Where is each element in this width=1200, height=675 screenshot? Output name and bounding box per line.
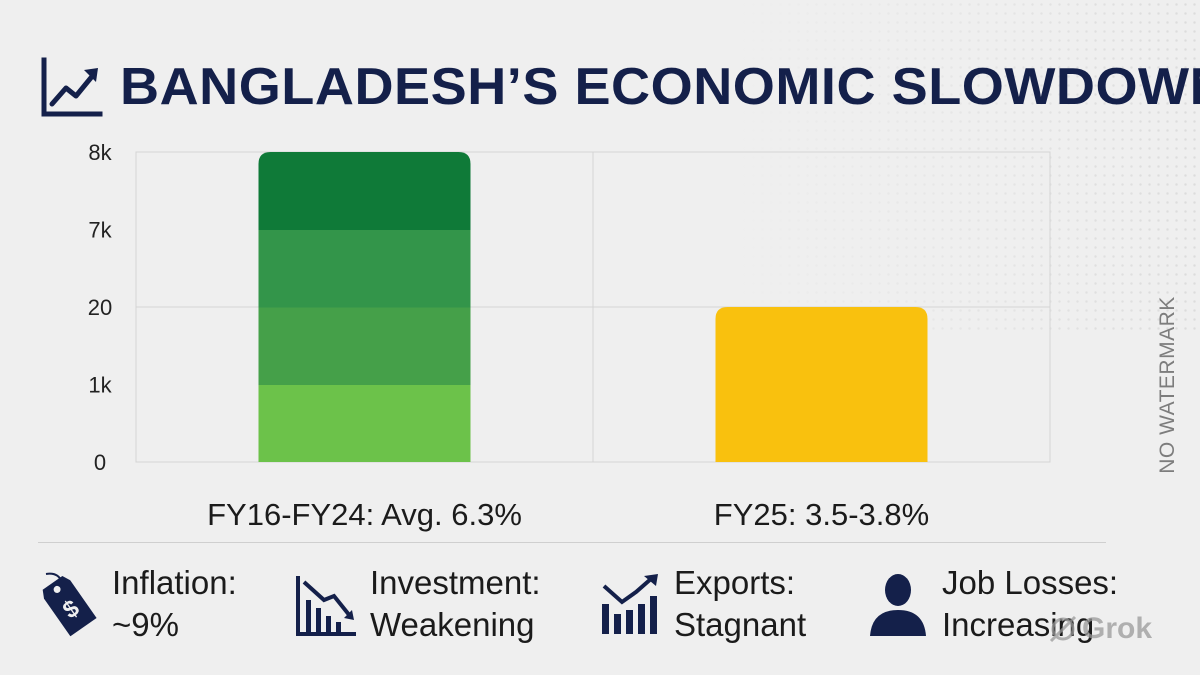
price-tag-dollar-icon: $ bbox=[42, 572, 97, 637]
y-tick-label: 1k bbox=[88, 373, 112, 398]
y-tick-label: 0 bbox=[94, 450, 106, 475]
stats-row: $ Inflation: ~9% Investment: Weakening bbox=[0, 562, 1200, 672]
stat-value: Stagnant bbox=[674, 606, 807, 643]
category-label: FY16-FY24: Avg. 6.3% bbox=[207, 497, 522, 532]
y-tick-label: 8k bbox=[88, 140, 112, 165]
y-tick-label: 7k bbox=[88, 218, 112, 243]
bar-chart-trend-icon bbox=[602, 574, 658, 634]
bar-segment bbox=[258, 229, 471, 308]
stat-investment: Investment: Weakening bbox=[294, 562, 541, 646]
bar bbox=[715, 307, 928, 462]
grok-logo-icon bbox=[1049, 615, 1077, 643]
bar-segment bbox=[258, 384, 471, 462]
stat-label: Inflation: bbox=[112, 564, 237, 601]
person-silhouette-icon bbox=[870, 574, 926, 636]
y-tick-label: 20 bbox=[88, 295, 112, 320]
watermark-text: NO WATERMARK bbox=[1156, 296, 1179, 474]
stat-label: Investment: bbox=[370, 564, 541, 601]
chart-bars bbox=[258, 152, 928, 462]
background-dot-pattern bbox=[740, 0, 1200, 330]
bar-segment bbox=[258, 152, 471, 230]
bar-segment bbox=[258, 307, 471, 385]
brand-name: Grok bbox=[1082, 612, 1153, 645]
page-title: BANGLADESH’S ECONOMIC SLOWDOWN bbox=[120, 58, 1200, 116]
brand-badge: Grok bbox=[1048, 612, 1152, 646]
bar bbox=[258, 152, 471, 462]
y-axis-ticks: 0 1k 20 7k 8k bbox=[88, 140, 113, 475]
x-axis-categories: FY16-FY24: Avg. 6.3% FY25: 3.5-3.8% bbox=[207, 497, 929, 532]
header: BANGLADESH’S ECONOMIC SLOWDOWN bbox=[38, 42, 1200, 132]
stat-inflation: $ Inflation: ~9% bbox=[36, 562, 237, 646]
stat-value: ~9% bbox=[112, 606, 179, 643]
declining-bar-chart-icon bbox=[296, 576, 356, 636]
stat-label: Exports: bbox=[674, 564, 796, 601]
line-chart-up-icon bbox=[41, 57, 103, 117]
divider bbox=[38, 542, 1106, 543]
bar-chart: 0 1k 20 7k 8k FY16-FY24: Avg. 6.3% FY25: 3.5-… bbox=[88, 140, 1051, 532]
stat-label: Job Losses: bbox=[942, 564, 1119, 601]
stat-exports: Exports: Stagnant bbox=[598, 562, 806, 646]
category-label: FY25: 3.5-3.8% bbox=[714, 497, 929, 532]
bar-segment bbox=[715, 307, 928, 462]
stat-value: Weakening bbox=[370, 606, 535, 643]
